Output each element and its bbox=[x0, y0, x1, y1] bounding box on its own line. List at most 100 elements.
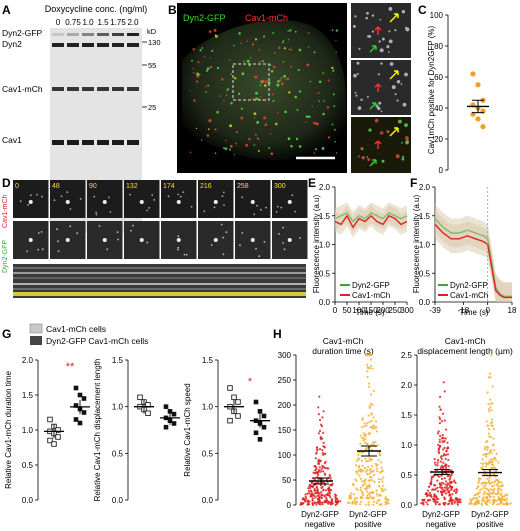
swarm-point bbox=[453, 490, 456, 493]
swarm-point bbox=[374, 462, 377, 465]
concentration-label: 1.0 bbox=[82, 18, 94, 27]
swarm-point bbox=[492, 466, 495, 470]
series-line-1 bbox=[334, 214, 408, 229]
point-square-filled bbox=[163, 404, 169, 409]
swarm-point bbox=[498, 481, 501, 484]
punctum bbox=[296, 108, 299, 111]
panel-e: E Fluorescence intensity (a.u) Time (s) … bbox=[308, 176, 414, 317]
swarm-point bbox=[448, 478, 451, 481]
swarm-point bbox=[369, 426, 372, 429]
xtick-label: -39 bbox=[429, 306, 441, 315]
swarm-point bbox=[482, 496, 485, 499]
frame-time: 216 bbox=[200, 183, 212, 190]
swarm-point bbox=[482, 499, 485, 502]
swarm-point bbox=[327, 488, 330, 491]
punctum bbox=[213, 28, 217, 32]
frame-dot bbox=[210, 244, 213, 246]
swarm-point bbox=[473, 497, 476, 500]
swarm-point bbox=[378, 503, 381, 506]
panel-letter-f: F bbox=[410, 176, 417, 190]
punctum bbox=[197, 61, 200, 64]
swarm-point bbox=[486, 497, 489, 500]
punctum bbox=[246, 40, 248, 43]
swarm-point bbox=[492, 427, 496, 431]
swarm-point bbox=[375, 501, 378, 504]
swarm-point bbox=[367, 501, 370, 504]
swarm-point bbox=[494, 492, 497, 495]
c-ytick-label: 0 bbox=[439, 166, 444, 175]
swarm-point bbox=[334, 493, 337, 496]
swarm-point bbox=[442, 381, 445, 384]
swarm-point bbox=[353, 497, 357, 500]
swarm-point bbox=[375, 492, 378, 495]
zoom-punctum bbox=[402, 155, 405, 158]
row-label-dyn2gfp: Dyn2-GFP bbox=[2, 28, 42, 38]
c-point bbox=[475, 116, 481, 122]
band-dyn2gfp bbox=[112, 33, 124, 36]
punctum bbox=[211, 49, 214, 52]
swarm-point bbox=[329, 501, 332, 504]
punctum bbox=[192, 68, 194, 70]
arrow-icon bbox=[389, 13, 399, 23]
e-ylabel: Fluorescence intensity (a.u) bbox=[312, 195, 321, 294]
zoom-punctum bbox=[387, 51, 390, 53]
swarm-point bbox=[372, 443, 375, 446]
swarm-point bbox=[454, 497, 457, 500]
swarm-point bbox=[437, 443, 440, 446]
swarm-point bbox=[442, 488, 445, 491]
frame-time: 300 bbox=[274, 183, 286, 190]
swarm-point bbox=[434, 500, 437, 503]
swarm-point bbox=[311, 503, 314, 507]
c-ytick-label: 60 bbox=[434, 73, 443, 82]
swarm-point bbox=[348, 501, 351, 505]
swarm-point bbox=[387, 498, 390, 501]
swarm-point bbox=[491, 444, 495, 447]
swarm-point bbox=[309, 484, 312, 488]
swarm-point bbox=[445, 428, 448, 431]
swarm-point bbox=[313, 478, 316, 481]
zoom-punctum bbox=[354, 91, 357, 94]
punctum bbox=[241, 72, 245, 76]
punctum bbox=[214, 34, 216, 36]
chart-g3: 0.0 0.5 1.0 1.5 bbox=[202, 356, 270, 505]
swarm-point bbox=[450, 498, 453, 501]
frame-dot bbox=[130, 229, 132, 232]
zoom-punctum bbox=[404, 123, 408, 127]
tracked-spot bbox=[287, 200, 292, 204]
punctum bbox=[260, 96, 262, 98]
frame-dot bbox=[275, 211, 278, 213]
swarm-point bbox=[328, 491, 331, 494]
punctum bbox=[251, 43, 255, 46]
swarm-point bbox=[476, 492, 479, 495]
frame-dot bbox=[223, 204, 225, 207]
punctum bbox=[290, 144, 293, 148]
punctum bbox=[311, 106, 313, 108]
swarm-point bbox=[360, 480, 364, 483]
swarm-point bbox=[427, 489, 430, 492]
frame-time: 48 bbox=[52, 183, 60, 190]
swarm-point bbox=[484, 453, 488, 456]
punctum bbox=[208, 30, 212, 33]
swarm-point bbox=[445, 484, 449, 487]
panel-letter-e: E bbox=[308, 176, 316, 190]
swarm-point bbox=[364, 487, 367, 490]
swarm-point bbox=[325, 467, 328, 470]
swarm-point bbox=[489, 376, 492, 379]
swarm-point bbox=[487, 492, 490, 495]
swarm-point bbox=[357, 453, 360, 457]
frame-dot bbox=[57, 250, 60, 253]
zoom-punctum bbox=[378, 40, 381, 43]
swarm-point bbox=[479, 488, 482, 491]
swarm-point bbox=[304, 495, 307, 498]
swarm-point bbox=[371, 479, 374, 482]
swarm-point bbox=[488, 501, 491, 504]
swarm-point bbox=[361, 464, 364, 467]
punctum bbox=[283, 47, 286, 50]
swarm-point bbox=[491, 461, 494, 464]
frame-dot bbox=[69, 225, 72, 228]
swarm-point bbox=[321, 437, 324, 440]
ytick-label: 2.5 bbox=[401, 351, 413, 360]
swarm-point bbox=[501, 495, 504, 498]
punctum bbox=[280, 77, 283, 79]
g3-ylabel: Relative Cav1-mCh speed bbox=[183, 383, 192, 476]
